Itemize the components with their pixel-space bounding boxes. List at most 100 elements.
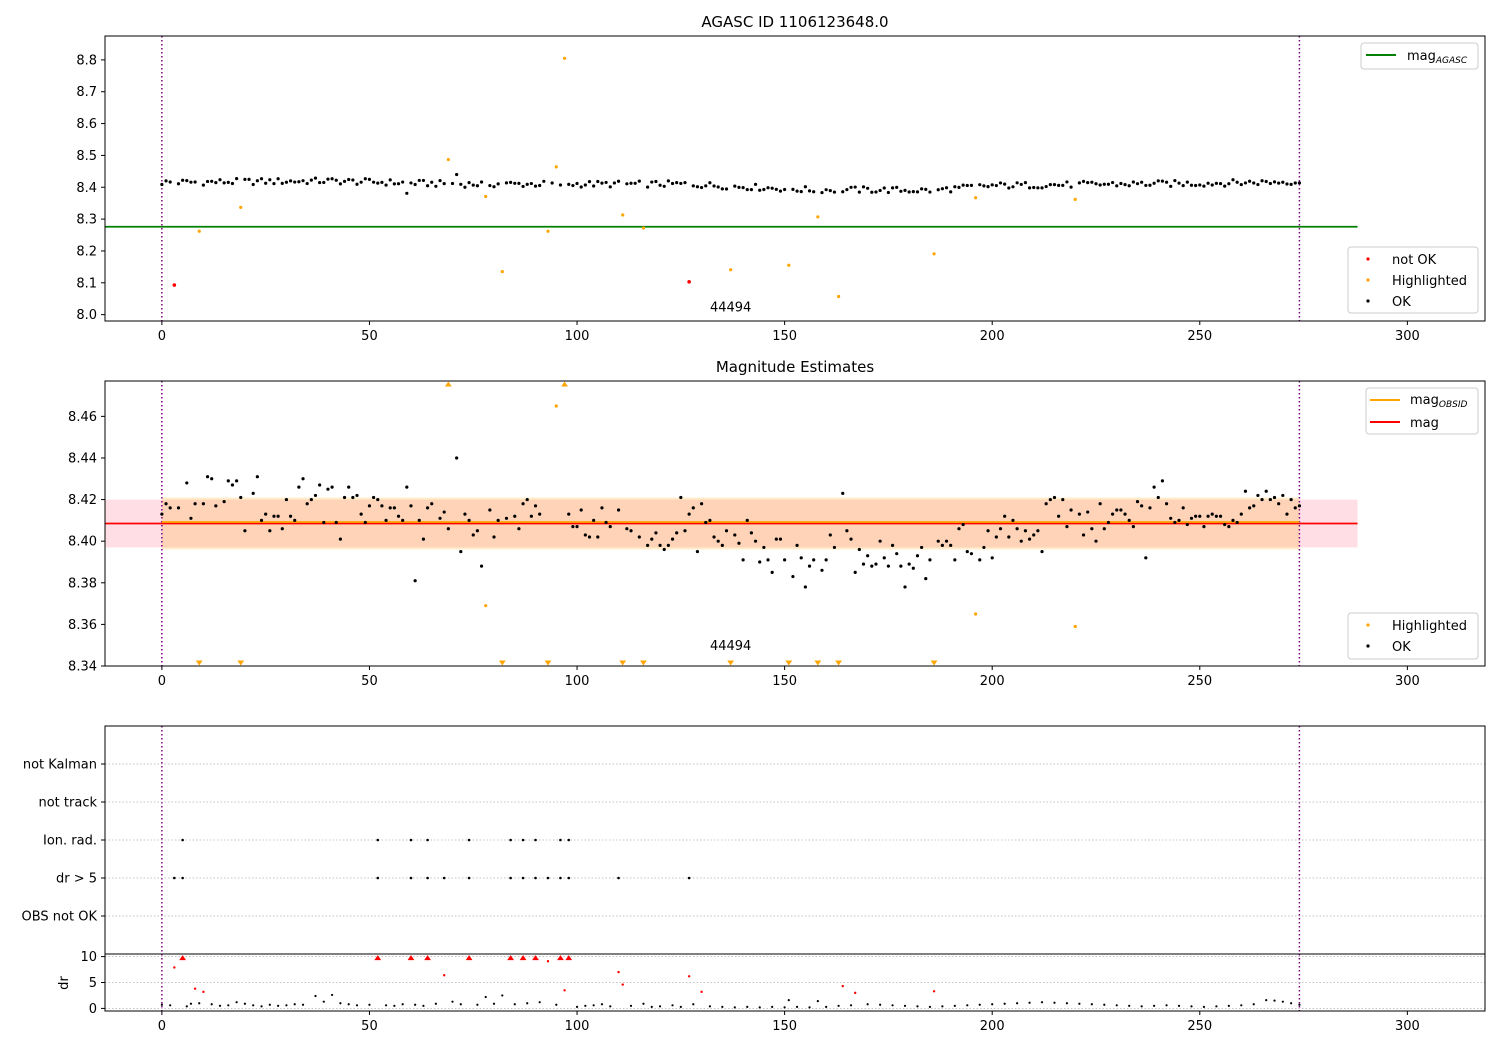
dr-point xyxy=(966,1004,969,1007)
highlighted-legend-marker xyxy=(1366,623,1370,627)
ok-point xyxy=(421,537,426,541)
ok-point xyxy=(949,543,953,547)
ok-point xyxy=(401,180,405,184)
ok-point xyxy=(1123,512,1127,516)
ok-point xyxy=(372,495,376,500)
ok-point xyxy=(704,520,708,525)
ok-point xyxy=(342,495,347,500)
mag-agasc-legend-label: magAGASC xyxy=(1407,49,1468,66)
ok-point xyxy=(1272,495,1277,500)
ok-point xyxy=(525,497,529,502)
ok-point xyxy=(201,502,205,506)
ok-point xyxy=(716,185,720,189)
dr-point xyxy=(252,1004,255,1007)
ok-point xyxy=(1256,493,1260,498)
ok-point xyxy=(1248,506,1252,510)
ok-point xyxy=(517,527,521,531)
ok-point xyxy=(363,520,367,525)
ok-point xyxy=(903,188,907,192)
flag-point xyxy=(426,838,429,842)
ok-point xyxy=(330,485,334,489)
ok-point xyxy=(1069,508,1073,512)
highlighted-point xyxy=(1073,624,1077,629)
dr-point xyxy=(1128,1004,1131,1007)
ok-point xyxy=(401,518,405,522)
ok-point xyxy=(662,547,666,552)
ok-point xyxy=(1293,506,1297,510)
ok-point xyxy=(957,185,961,190)
dr-point xyxy=(795,1005,799,1008)
x-tick-label: 300 xyxy=(1395,329,1420,344)
ok-point xyxy=(521,184,525,189)
ok-point xyxy=(1156,179,1160,183)
ok-point xyxy=(629,181,633,185)
mag-obsid-legend-label: magOBSID xyxy=(1410,393,1468,410)
dr-high-point xyxy=(173,966,176,969)
ok-point xyxy=(1011,185,1015,189)
ok-point xyxy=(1285,512,1289,516)
y-tick-label: 8.1 xyxy=(76,276,97,291)
ok-point xyxy=(886,190,891,195)
x-tick-label: 50 xyxy=(361,329,378,344)
flag-point xyxy=(181,876,184,880)
ok-point xyxy=(1110,512,1115,516)
ok-point xyxy=(164,502,168,506)
ok-point xyxy=(363,177,367,181)
dr-point xyxy=(1016,1002,1019,1005)
dr-point xyxy=(501,994,504,997)
ok-point xyxy=(592,518,596,522)
ok-point xyxy=(1297,504,1302,508)
ok-point xyxy=(1023,181,1028,185)
ok-point xyxy=(205,475,210,479)
ok-point xyxy=(733,533,737,537)
ok-point xyxy=(625,182,629,186)
ok-point xyxy=(396,514,401,518)
ok-point xyxy=(596,535,600,539)
ok-point xyxy=(998,527,1003,531)
dr-high-point xyxy=(841,984,844,988)
ok-legend-marker xyxy=(1366,644,1370,648)
flag-point xyxy=(617,876,620,880)
ok-point xyxy=(857,190,861,194)
dr-point xyxy=(384,1004,388,1007)
ok-point xyxy=(953,558,957,562)
dr-point xyxy=(1265,999,1268,1002)
ok-point xyxy=(372,180,376,184)
dr-point xyxy=(1040,1001,1044,1004)
ok-point xyxy=(861,185,866,189)
ok-point xyxy=(509,180,513,184)
x-tick-label: 250 xyxy=(1187,329,1212,344)
highlighted-point xyxy=(562,56,567,60)
magnitude-points-legend: Highlighted OK xyxy=(1347,612,1479,660)
ok-point xyxy=(392,506,396,510)
ok-point xyxy=(272,514,276,518)
ok-point xyxy=(1015,181,1019,185)
dr-point xyxy=(339,1002,342,1005)
ok-point xyxy=(915,554,920,558)
ok-point xyxy=(675,180,679,185)
ok-point xyxy=(309,178,313,182)
ok-point xyxy=(1218,514,1223,518)
ok-point xyxy=(1023,529,1028,533)
ok-point xyxy=(542,179,546,183)
ok-point xyxy=(181,178,185,182)
x-tick-label: 250 xyxy=(1187,1019,1212,1034)
highlighted-clipped-down-marker xyxy=(195,660,203,666)
ok-point xyxy=(1106,520,1111,525)
ok-point xyxy=(235,479,239,483)
ok-point xyxy=(297,485,301,489)
dr-point xyxy=(1065,1002,1069,1005)
ok-point xyxy=(1081,533,1086,537)
flag-label: OBS not OK xyxy=(22,910,98,925)
y-tick-label: 8.2 xyxy=(76,244,97,259)
ok-point xyxy=(255,179,259,183)
ok-point xyxy=(666,179,670,183)
ok-point xyxy=(293,180,297,184)
ok-point xyxy=(1206,514,1210,518)
flag-point xyxy=(559,838,562,842)
ok-point xyxy=(475,184,480,188)
dr-point xyxy=(991,1003,994,1006)
dr-point xyxy=(1190,1005,1193,1008)
ok-point xyxy=(442,510,446,514)
ok-point xyxy=(442,182,446,186)
